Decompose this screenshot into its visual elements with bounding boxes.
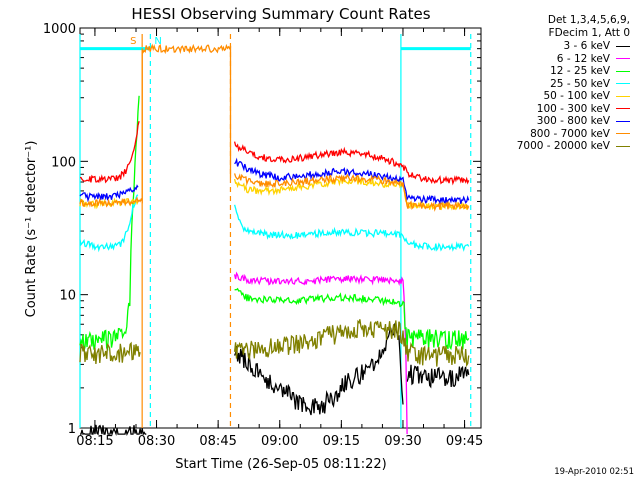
legend-swatch <box>616 70 630 72</box>
marker-label: S <box>130 36 136 47</box>
y-tick-label: 100 <box>51 155 76 170</box>
x-axis-label: Start Time (26-Sep-05 08:11:22) <box>175 457 386 472</box>
legend-label: 6 - 12 keV <box>556 52 610 65</box>
legend-swatch <box>616 120 630 122</box>
y-tick-label: 1000 <box>43 22 76 37</box>
legend-label: 300 - 800 keV <box>536 115 610 127</box>
series-line <box>79 121 140 184</box>
legend-label: 800 - 7000 keV <box>530 127 610 140</box>
legend-swatch <box>616 58 630 59</box>
legend-label: 25 - 50 keV <box>550 77 610 90</box>
series-line <box>233 319 470 368</box>
x-tick-label: 09:00 <box>261 434 298 449</box>
legend-label: 7000 - 20000 keV <box>516 140 610 152</box>
plot-frame <box>79 27 482 429</box>
series-line <box>234 322 404 416</box>
legend-entry: 6 - 12 keV <box>557 53 630 65</box>
x-tick-label: 09:45 <box>446 434 483 449</box>
series-line <box>233 141 470 186</box>
legend-entry: 100 - 300 keV <box>537 103 630 115</box>
series-line <box>406 364 470 389</box>
chart-title: HESSI Observing Summary Count Rates <box>131 5 430 23</box>
legend-swatch <box>616 133 630 134</box>
legend-entry: 300 - 800 keV <box>537 115 630 127</box>
legend-swatch <box>616 83 630 84</box>
legend-entry: 25 - 50 keV <box>550 78 630 90</box>
y-tick-label: 10 <box>59 289 76 304</box>
legend-entry: 7000 - 20000 keV <box>517 140 630 152</box>
series-line <box>79 194 139 253</box>
legend-label: 100 - 300 keV <box>536 102 610 115</box>
y-axis-label: Count Rate (s⁻¹ detector⁻¹) <box>24 141 39 318</box>
series-line <box>234 157 470 206</box>
x-tick-label: 09:30 <box>384 434 421 449</box>
x-tick-label: 08:15 <box>76 434 113 449</box>
x-tick-label: 08:45 <box>199 434 236 449</box>
series-line <box>79 95 140 351</box>
legend-label: 12 - 25 keV <box>550 65 610 77</box>
legend-swatch <box>616 95 630 97</box>
series-line <box>79 341 141 364</box>
series-line <box>233 173 470 212</box>
legend-swatch <box>616 45 630 47</box>
x-tick-label: 09:15 <box>323 434 360 449</box>
legend-header: FDecim 1, Att 0 <box>548 27 630 39</box>
series-line <box>79 43 232 208</box>
marker-label: N <box>154 36 161 47</box>
y-tick-label: 1 <box>68 422 76 437</box>
legend-swatch <box>616 145 630 147</box>
series-line <box>234 287 470 351</box>
legend-label: 3 - 6 keV <box>563 40 610 52</box>
legend-entry: 50 - 100 keV <box>543 90 630 102</box>
series-line <box>233 204 470 252</box>
series-line <box>80 424 147 437</box>
legend-entry: 3 - 6 keV <box>563 40 630 52</box>
footer-date: 19-Apr-2010 02:51 <box>554 467 634 477</box>
legend-entry: 12 - 25 keV <box>550 65 630 77</box>
legend-header: Det 1,3,4,5,6,9, <box>547 14 630 26</box>
legend-swatch <box>616 108 630 109</box>
x-tick-label: 08:30 <box>138 434 175 449</box>
series-line <box>233 271 408 435</box>
legend-label: 50 - 100 keV <box>543 90 610 102</box>
legend-entry: 800 - 7000 keV <box>530 128 630 140</box>
series-line <box>79 184 139 203</box>
